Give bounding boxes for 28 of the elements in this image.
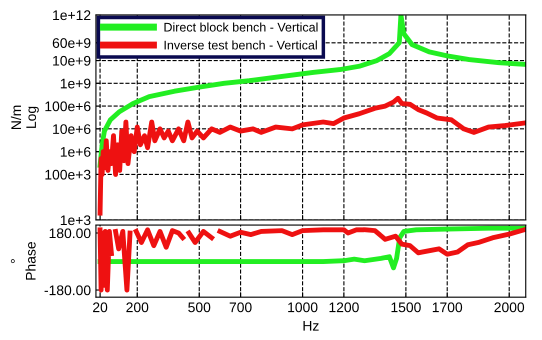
y-axis-title: ° Phase (10, 242, 36, 280)
y-axis-title: N/m Log (10, 106, 39, 130)
legend-label: Inverse test bench - Vertical (164, 40, 317, 50)
legend-label: Direct block bench - Vertical (164, 22, 318, 32)
y-tick-label: 100e+3 (45, 170, 90, 180)
line-series (98, 96, 526, 216)
x-tick-label: 1500 (392, 302, 421, 312)
x-axis-title: Hz (303, 321, 319, 331)
x-tick-label: 2000 (494, 302, 524, 312)
y-tick-label: 1e+6 (60, 146, 90, 157)
x-tick-label: 20 (93, 302, 108, 312)
x-tick-label: 1700 (432, 302, 462, 312)
y-tick-label: 180.00 (50, 228, 91, 238)
x-tick-label: 700 (230, 302, 252, 312)
line-series (98, 14, 526, 168)
y-tick-label: 60e+9 (52, 38, 90, 48)
y-tick-label: 1e+3 (60, 215, 90, 226)
y-tick-label: 1e+9 (60, 78, 90, 88)
line-series (98, 226, 526, 270)
x-tick-label: 200 (126, 302, 148, 312)
y-tick-label: 10e+9 (53, 56, 90, 66)
x-tick-label: 500 (188, 302, 210, 312)
x-tick-label: 1200 (330, 302, 359, 312)
y-tick-label: 100e+6 (45, 101, 90, 112)
x-tick-label: 1000 (288, 302, 318, 312)
y-tick-label: 1e+12 (53, 10, 90, 20)
y-tick-label: -180.00 (44, 285, 91, 296)
y-tick-label: 10e+6 (53, 124, 90, 134)
